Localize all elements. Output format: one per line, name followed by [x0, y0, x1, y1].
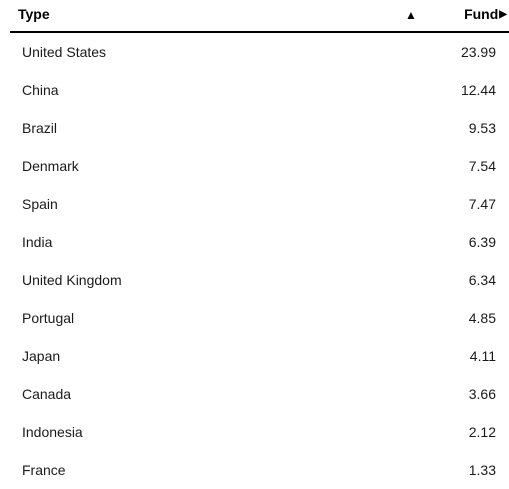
table-header: Type ▲ Fund ▶ — [10, 0, 509, 33]
sort-ascending-icon[interactable]: ▲ — [405, 8, 417, 22]
row-country: China — [22, 82, 59, 98]
table-row: France 1.33 — [10, 451, 509, 489]
table-row: Japan 4.11 — [10, 337, 509, 375]
table-row: Denmark 7.54 — [10, 147, 509, 185]
row-country: Portugal — [22, 310, 75, 326]
row-country: Denmark — [22, 158, 79, 174]
next-column-arrow-icon[interactable]: ▶ — [499, 8, 507, 20]
row-country: Canada — [22, 386, 72, 402]
table-row: China 12.44 — [10, 71, 509, 109]
column-header-type[interactable]: Type — [18, 6, 50, 22]
row-country: Spain — [22, 196, 58, 212]
table-row: Brazil 9.53 — [10, 109, 509, 147]
row-country: United Kingdom — [22, 272, 122, 288]
table-row: India 6.39 — [10, 223, 509, 261]
table-row: United States 23.99 — [10, 33, 509, 71]
row-fund-value: 4.11 — [469, 348, 496, 364]
column-header-fund-label: Fund — [464, 6, 499, 22]
row-fund-value: 3.66 — [468, 386, 496, 402]
row-fund-value: 6.39 — [468, 234, 496, 250]
row-fund-value: 4.85 — [468, 310, 496, 326]
row-fund-value: 23.99 — [460, 44, 496, 60]
row-fund-value: 9.53 — [468, 120, 496, 136]
row-country: Japan — [22, 348, 61, 364]
row-country: Brazil — [22, 120, 58, 136]
column-header-fund[interactable]: Fund ▶ — [464, 6, 507, 22]
row-fund-value: 2.12 — [468, 424, 496, 440]
row-fund-value: 7.54 — [468, 158, 496, 174]
row-country: France — [22, 462, 66, 478]
row-country: United States — [22, 44, 107, 60]
row-country: India — [22, 234, 53, 250]
holdings-table: Type ▲ Fund ▶ United States 23.99 China … — [10, 0, 509, 489]
row-fund-value: 12.44 — [460, 82, 496, 98]
row-fund-value: 7.47 — [468, 196, 496, 212]
row-fund-value: 6.34 — [468, 272, 496, 288]
table-row: Spain 7.47 — [10, 185, 509, 223]
row-country: Indonesia — [22, 424, 83, 440]
table-row: Indonesia 2.12 — [10, 413, 509, 451]
table-row: Portugal 4.85 — [10, 299, 509, 337]
table-row: United Kingdom 6.34 — [10, 261, 509, 299]
table-row: Canada 3.66 — [10, 375, 509, 413]
row-fund-value: 1.33 — [468, 462, 496, 478]
